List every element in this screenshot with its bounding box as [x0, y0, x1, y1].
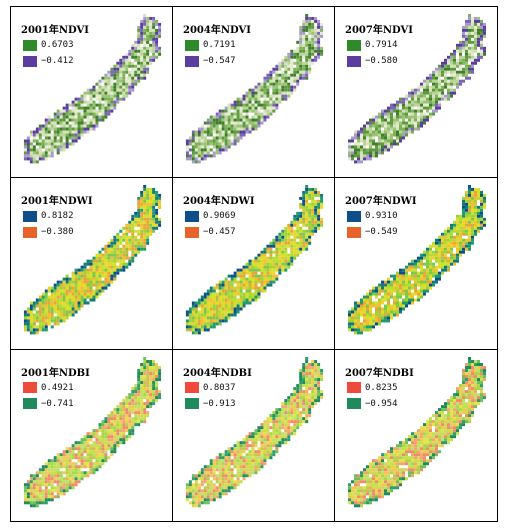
legend-min-value: −0.412 [41, 56, 74, 66]
panel-title: 2001年NDWI [21, 196, 93, 208]
legend-min-value: −0.741 [41, 398, 74, 409]
raster-layer [23, 13, 162, 164]
map-canvas [23, 356, 162, 507]
map-panel: 2007年NDBI 0.8235 −0.954 [335, 349, 497, 521]
map-panel: 2001年NDVI 0.6703 −0.412 [11, 7, 173, 179]
legend: 2004年NDVI 0.7191 −0.547 [183, 21, 251, 68]
legend-min-value: −0.549 [365, 227, 398, 238]
map-canvas [185, 185, 324, 335]
legend-min-value: −0.380 [41, 227, 74, 238]
map-canvas [185, 13, 324, 164]
raster-layer [23, 356, 162, 507]
panel-title: 2004年NDWI [183, 196, 255, 208]
panel-title: 2001年NDVI [21, 25, 89, 36]
legend-max-swatch [185, 210, 199, 222]
raster-layer [348, 356, 486, 507]
legend-min-swatch [347, 398, 361, 410]
panel-title: 2007年NDBI [345, 367, 414, 379]
legend: 2004年NDWI 0.9069 −0.457 [183, 192, 255, 239]
raster-layer [185, 13, 324, 164]
legend-max-value: 0.8235 [365, 382, 398, 393]
legend-min-value: −0.457 [203, 227, 236, 238]
panel-title: 2004年NDBI [183, 367, 252, 379]
map-canvas [185, 356, 324, 507]
panel-title: 2001年NDBI [21, 367, 90, 379]
legend-max-value: 0.4921 [41, 382, 74, 393]
map-canvas [348, 185, 486, 335]
legend: 2007年NDVI 0.7914 −0.580 [345, 21, 413, 68]
legend-max-value: 0.7191 [203, 40, 236, 50]
map-panel: 2001年NDWI 0.8182 −0.380 [11, 178, 173, 350]
legend: 2004年NDBI 0.8037 −0.913 [183, 364, 252, 411]
legend-min-swatch [23, 398, 37, 410]
legend-max-swatch [23, 210, 37, 222]
legend-max-swatch [347, 210, 361, 222]
legend-min-swatch [23, 226, 37, 238]
map-panel: 2004年NDVI 0.7191 −0.547 [173, 7, 335, 179]
map-canvas [348, 13, 486, 164]
legend: 2007年NDWI 0.9310 −0.549 [345, 192, 417, 239]
legend-min-swatch [185, 55, 199, 67]
legend-min-value: −0.913 [203, 398, 236, 409]
map-canvas [348, 356, 486, 507]
map-panel: 2004年NDWI 0.9069 −0.457 [173, 178, 335, 350]
map-panel: 2001年NDBI 0.4921 −0.741 [11, 349, 173, 521]
legend-min-value: −0.954 [365, 398, 398, 409]
map-panel: 2007年NDVI 0.7914 −0.580 [335, 7, 497, 179]
legend-max-value: 0.7914 [365, 40, 398, 50]
legend-max-swatch [23, 382, 37, 394]
map-grid: 2001年NDVI 0.6703 −0.412 2004年NDVI 0.7191… [10, 6, 498, 522]
legend: 2001年NDVI 0.6703 −0.412 [21, 21, 89, 68]
legend-max-swatch [185, 39, 199, 51]
legend-min-swatch [347, 226, 361, 238]
legend-min-value: −0.547 [203, 56, 236, 66]
legend-min-value: −0.580 [365, 56, 398, 66]
legend-min-swatch [23, 55, 37, 67]
raster-layer [348, 185, 486, 335]
legend-min-swatch [185, 226, 199, 238]
legend-min-swatch [347, 55, 361, 67]
legend-max-swatch [23, 39, 37, 51]
panel-title: 2004年NDVI [183, 25, 251, 36]
legend: 2001年NDWI 0.8182 −0.380 [21, 192, 93, 239]
legend-max-value: 0.8182 [41, 211, 74, 222]
raster-layer [348, 13, 486, 164]
legend-max-value: 0.9310 [365, 211, 398, 222]
map-panel: 2004年NDBI 0.8037 −0.913 [173, 349, 335, 521]
raster-layer [23, 185, 162, 335]
panel-title: 2007年NDWI [345, 196, 417, 208]
map-canvas [23, 185, 162, 335]
legend-max-value: 0.6703 [41, 40, 74, 50]
legend-min-swatch [185, 398, 199, 410]
legend-max-value: 0.9069 [203, 211, 236, 222]
legend-max-value: 0.8037 [203, 382, 236, 393]
raster-layer [185, 185, 324, 335]
panel-title: 2007年NDVI [345, 25, 413, 36]
legend: 2007年NDBI 0.8235 −0.954 [345, 364, 414, 411]
map-panel: 2007年NDWI 0.9310 −0.549 [335, 178, 497, 350]
legend-max-swatch [185, 382, 199, 394]
legend-max-swatch [347, 382, 361, 394]
map-canvas [23, 13, 162, 164]
legend: 2001年NDBI 0.4921 −0.741 [21, 364, 90, 411]
legend-max-swatch [347, 39, 361, 51]
raster-layer [185, 356, 324, 507]
